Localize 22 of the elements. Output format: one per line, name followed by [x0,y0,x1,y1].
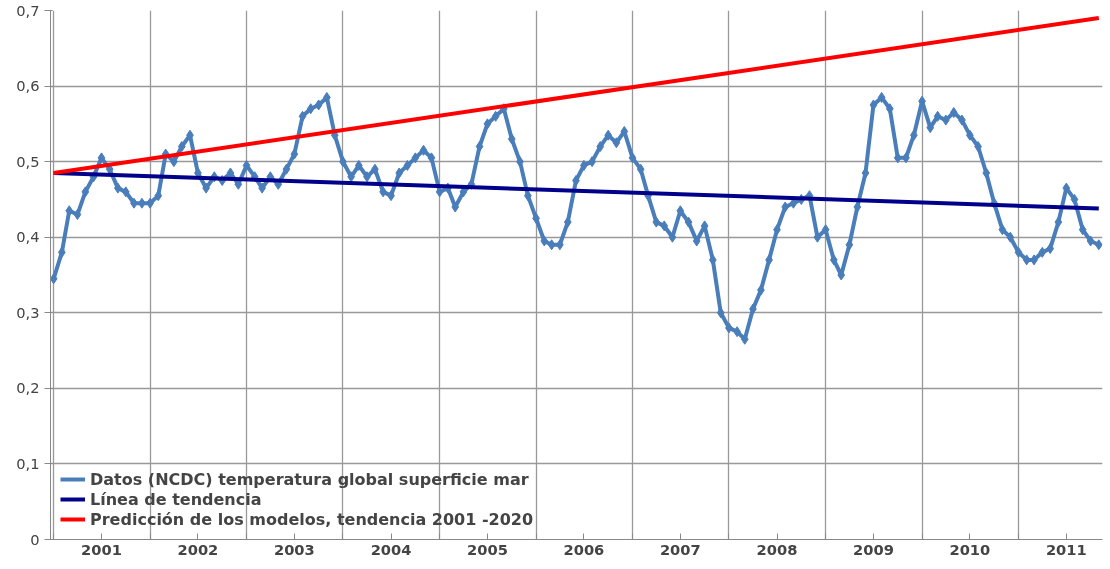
y-tick-label: 0,4 [16,228,40,246]
legend-label: Línea de tendencia [90,489,262,509]
x-tick-label: 2004 [370,540,412,558]
x-tick-label: 2011 [1045,540,1087,558]
x-tick-label: 2006 [563,540,605,558]
x-tick-label: 2008 [756,540,798,558]
x-tick-label: 2002 [177,540,219,558]
y-tick-label: 0,5 [16,152,40,170]
legend-label: Predicción de los modelos, tendencia 2001 -2020 [90,509,534,529]
x-tick-label: 2001 [81,540,122,558]
x-tick-label: 2010 [949,540,991,558]
y-tick-label: 0,7 [16,1,40,19]
legend-label: Datos (NCDC) temperatura global superficie mar [90,469,529,489]
x-tick-label: 2003 [273,540,315,558]
y-tick-label: 0,6 [16,77,40,95]
x-tick-label: 2005 [467,540,508,558]
y-tick-label: 0,1 [16,454,40,472]
y-tick-label: 0,2 [16,379,40,397]
y-tick-label: 0,3 [16,303,40,321]
y-tick-label: 0 [30,530,40,548]
x-tick-label: 2007 [659,540,701,558]
x-tick-label: 2009 [853,540,894,558]
